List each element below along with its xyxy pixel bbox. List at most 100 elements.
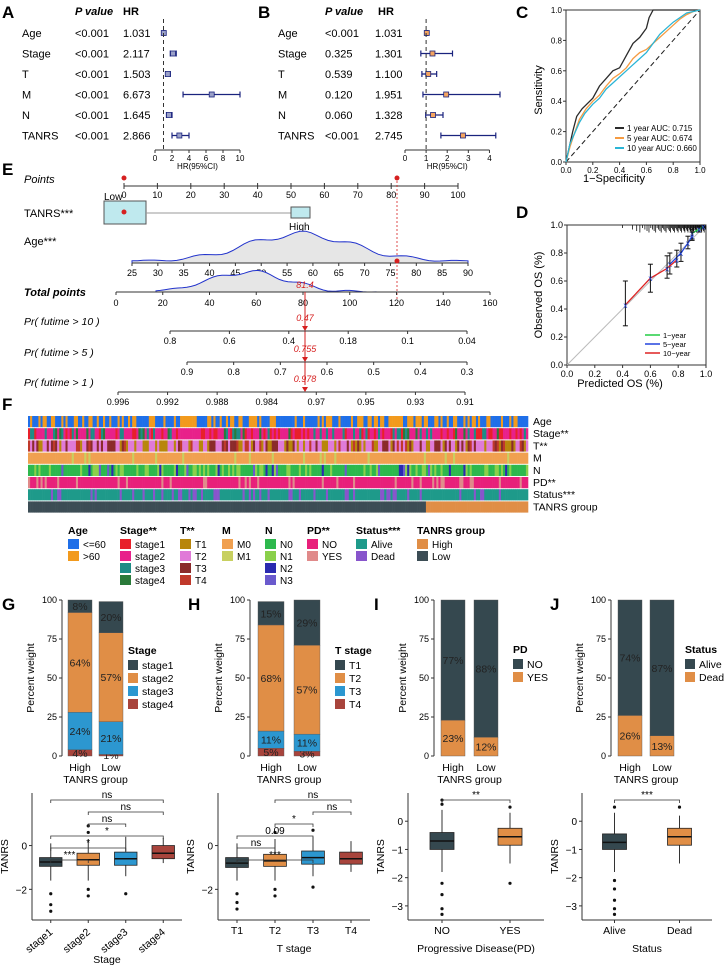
heatmap-cell [267, 416, 270, 428]
heatmap-cell [165, 464, 168, 476]
heatmap-cell [59, 440, 62, 452]
heatmap-cell [146, 452, 150, 464]
heatmap-cell [61, 452, 64, 464]
heatmap-cell [250, 464, 254, 476]
forest-x-tick-label: 4 [187, 154, 192, 163]
forest-hr-value: 2.866 [123, 131, 151, 143]
heatmap-cell [278, 452, 281, 464]
heatmap-cell [209, 489, 212, 501]
heatmap-cell [78, 477, 81, 489]
heatmap-cell [409, 416, 412, 428]
heatmap-cell [134, 477, 137, 489]
heatmap-cell [423, 464, 427, 476]
heatmap-cell [290, 477, 293, 489]
heatmap-cell [115, 489, 118, 501]
heatmap-cell [188, 440, 191, 452]
box-significance-bracket [236, 847, 276, 851]
heatmap-cell [213, 489, 216, 501]
heatmap-cell [396, 489, 400, 501]
heatmap-cell [292, 477, 295, 489]
heatmap-cell [128, 464, 131, 476]
heatmap-cell [350, 416, 354, 428]
heatmap-cell [294, 440, 298, 452]
heatmap-cell [217, 477, 220, 489]
heatmap-cell [257, 489, 260, 501]
heatmap-cell [286, 477, 289, 489]
heatmap-cell [73, 501, 77, 513]
heatmap-cell [55, 452, 58, 464]
heatmap-cell [40, 477, 43, 489]
heatmap-cell [196, 477, 200, 489]
box-outlier [49, 892, 53, 896]
heatmap-cell [82, 428, 85, 440]
heatmap-cell [338, 501, 341, 513]
nomo-prob-marker-value: 0.47 [296, 313, 315, 323]
cal-y-tick-label: 0.4 [550, 304, 563, 314]
heatmap-cell [317, 489, 320, 501]
heatmap-cell [388, 477, 391, 489]
heatmap-cell [500, 440, 504, 452]
heatmap-cell [282, 428, 285, 440]
heatmap-cell [525, 416, 529, 428]
heatmap-cell [198, 477, 202, 489]
heatmap-cell [519, 428, 523, 440]
heatmap-cell [211, 440, 214, 452]
heatmap-cell [92, 489, 95, 501]
heatmap-cell [211, 489, 214, 501]
heatmap-cell [117, 477, 120, 489]
heatmap-cell [159, 489, 162, 501]
heatmap-cell [123, 501, 127, 513]
heatmap-cell [369, 452, 373, 464]
heatmap-cell [38, 477, 41, 489]
heatmap-cell [250, 477, 254, 489]
heatmap-cell [300, 489, 304, 501]
heatmap-cell [315, 416, 318, 428]
heatmap-cell [375, 416, 379, 428]
heatmap-cell [423, 452, 427, 464]
heatmap-cell [446, 501, 450, 513]
heatmap-cell [146, 477, 150, 489]
heatmap-cell [257, 416, 260, 428]
heatmap-cell [44, 440, 48, 452]
heatmap-cell [65, 501, 68, 513]
heatmap-cell [323, 464, 327, 476]
heatmap-cell [465, 440, 468, 452]
heatmap-cell [38, 440, 41, 452]
heatmap-cell [492, 428, 495, 440]
roc-ylabel: Sensitivity [533, 65, 545, 115]
heatmap-cell [92, 428, 95, 440]
forest-row-label: Stage [22, 49, 51, 61]
heatmap-cell [484, 416, 487, 428]
heatmap-cell [46, 440, 50, 452]
heatmap-cell [57, 452, 60, 464]
heatmap-cell [382, 452, 385, 464]
heatmap-cell [205, 416, 208, 428]
heatmap-cell [471, 477, 475, 489]
heatmap-cell [521, 440, 525, 452]
heatmap-cell [319, 501, 323, 513]
heatmap-cell [78, 489, 81, 501]
heatmap-cell [98, 489, 102, 501]
heatmap-cell [198, 501, 202, 513]
heatmap-cell [173, 416, 177, 428]
heatmap-cell [338, 416, 341, 428]
heatmap-cell [438, 452, 441, 464]
roc-xlabel: 1−Specificity [583, 173, 646, 185]
heatmap-cell [238, 464, 241, 476]
heatmap-legend-swatch [307, 551, 318, 561]
heatmap-cell [486, 440, 489, 452]
forest-point-estimate [170, 50, 176, 57]
heatmap-cell [392, 501, 395, 513]
heatmap-cell [32, 489, 35, 501]
heatmap-cell [57, 501, 60, 513]
heatmap-cell [348, 428, 352, 440]
heatmap-cell [461, 501, 464, 513]
heatmap-cell [40, 464, 43, 476]
bar-segment-Dead [617, 715, 643, 757]
heatmap-cell [217, 440, 220, 452]
bar-category-label: Low [297, 762, 317, 774]
heatmap-cell [494, 501, 498, 513]
heatmap-cell [138, 501, 141, 513]
